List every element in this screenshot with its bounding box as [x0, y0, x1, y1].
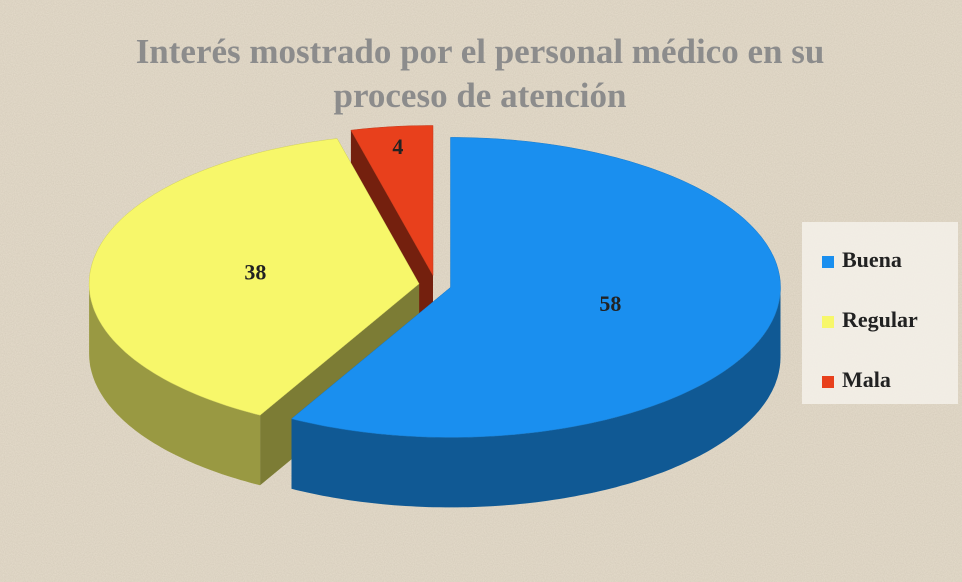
chart-title: Interés mostrado por el personal médico … [135, 32, 825, 115]
legend-label: Mala [842, 367, 891, 392]
slice [350, 125, 434, 277]
slice-wall [89, 283, 261, 486]
data-label: 4 [392, 134, 403, 159]
legend-label: Buena [842, 247, 902, 272]
legend-box [802, 222, 958, 404]
legend-swatch [822, 376, 834, 388]
slice [290, 137, 781, 438]
data-label: 58 [599, 291, 621, 316]
legend-swatch [822, 256, 834, 268]
slice [88, 138, 420, 416]
slice-wall [291, 287, 781, 508]
legend-label: Regular [842, 307, 918, 332]
legend-swatch [822, 316, 834, 328]
data-label: 38 [244, 259, 266, 284]
